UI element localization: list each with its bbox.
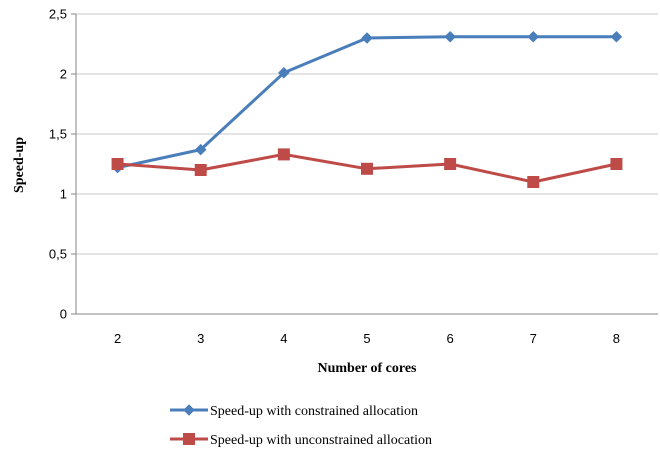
x-tick-label: 7 [530,331,537,346]
plot-area [71,13,658,315]
data-point [361,162,373,175]
y-tick-label: 0 [60,307,67,322]
series-layer [111,30,623,188]
legend-marker [183,433,195,445]
legend: Speed-up with constrained allocation Spee… [170,404,432,448]
data-point [278,66,290,79]
x-tick-label: 3 [197,331,204,346]
gridlines [76,13,658,255]
legend-label: Speed-up with constrained allocation [210,404,418,419]
data-point [610,30,623,43]
legend-marker [183,404,195,416]
y-axis: 0 0,5 1 1,5 2 2,5 [49,7,67,322]
y-tick-label: 2 [60,67,67,82]
data-point [194,143,207,156]
legend-label: Speed-up with unconstrained allocation [210,433,432,448]
data-point [444,158,457,170]
data-point [527,176,540,188]
data-point [361,32,373,44]
data-point [111,158,124,170]
x-axis-title: Number of cores [317,361,417,376]
x-tick-label: 2 [114,331,121,346]
y-tick-label: 2,5 [49,7,67,22]
x-axis: 2 3 4 5 6 7 8 [114,331,620,346]
data-point [194,164,207,176]
data-point [527,30,540,43]
x-tick-label: 5 [363,331,370,346]
series-1 [111,30,623,174]
x-tick-label: 4 [280,331,287,346]
y-tick-label: 0,5 [49,247,67,262]
data-point [444,30,456,43]
legend-item: Speed-up with constrained allocation [170,404,418,419]
x-tick-label: 6 [447,331,454,346]
data-point [277,148,290,161]
y-tick-label: 1,5 [49,127,67,142]
legend-item: Speed-up with unconstrained allocation [170,433,432,448]
data-point [610,158,623,170]
x-tick-label: 8 [613,331,620,346]
y-tick-label: 1 [60,187,67,202]
y-axis-title: Speed-up [12,137,27,193]
series-2 [111,148,623,188]
series-line [117,35,617,170]
